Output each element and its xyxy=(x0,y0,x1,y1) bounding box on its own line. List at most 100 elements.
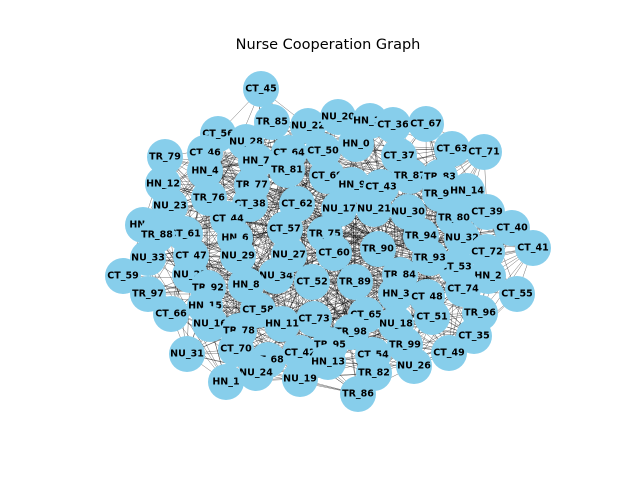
node-label: CT_47 xyxy=(175,251,206,262)
graph-node: CT_51 xyxy=(414,299,450,335)
node-circle xyxy=(375,107,411,143)
node-label: CT_45 xyxy=(245,84,276,95)
node-label: CT_73 xyxy=(298,314,329,325)
node-circle xyxy=(296,301,332,337)
node-label: TR_84 xyxy=(384,270,416,281)
node-label: HN_9 xyxy=(338,180,365,191)
graph-node: CT_66 xyxy=(153,296,189,332)
graph-node: CT_71 xyxy=(466,134,502,170)
graph-node: NU_21 xyxy=(356,191,392,227)
node-label: TR_77 xyxy=(236,180,268,191)
node-label: CT_50 xyxy=(307,146,339,157)
node-label: CT_65 xyxy=(350,310,381,321)
node-circle xyxy=(378,276,414,312)
node-label: CT_52 xyxy=(296,277,327,288)
node-label: NU_31 xyxy=(170,349,204,360)
node-label: CT_42 xyxy=(284,348,315,359)
graph-node: NU_20 xyxy=(320,99,356,135)
node-circle xyxy=(316,235,352,271)
graph-edge xyxy=(190,233,326,257)
graph-node: HN_0 xyxy=(338,126,374,162)
graph-node: CT_49 xyxy=(431,335,467,371)
graph-node: TR_81 xyxy=(269,152,305,188)
graph-node: TR_86 xyxy=(340,376,376,412)
node-label: NU_26 xyxy=(397,361,431,372)
node-label: CT_48 xyxy=(411,292,443,303)
node-label: NU_17 xyxy=(322,204,356,215)
graph-node: CT_45 xyxy=(243,71,279,107)
node-circle xyxy=(515,230,551,266)
node-label: TR_97 xyxy=(132,289,164,300)
node-label: CT_51 xyxy=(416,312,447,323)
node-label: TR_82 xyxy=(358,368,390,379)
node-label: HN_10 xyxy=(353,116,387,127)
node-label: CT_53 xyxy=(440,262,471,273)
node-label: TR_86 xyxy=(342,389,374,400)
graph-node: CT_63 xyxy=(434,131,470,167)
node-label: CT_56 xyxy=(202,129,234,140)
node-label: CT_40 xyxy=(496,223,528,234)
node-label: NU_21 xyxy=(357,204,391,215)
node-label: CT_39 xyxy=(471,207,502,218)
graph-node: HN_4 xyxy=(187,153,223,189)
node-label: CT_72 xyxy=(471,247,502,258)
node-label: TR_96 xyxy=(464,308,496,319)
node-label: CT_55 xyxy=(501,289,532,300)
graph-node: TR_87 xyxy=(392,158,428,194)
node-label: CT_69 xyxy=(311,171,342,182)
node-label: CT_59 xyxy=(107,271,138,282)
node-label: TR_99 xyxy=(389,340,421,351)
node-label: CT_70 xyxy=(220,344,252,355)
node-label: CT_67 xyxy=(410,119,441,130)
graph-node: NU_23 xyxy=(152,188,188,224)
node-circle xyxy=(238,355,274,391)
node-label: HN_3 xyxy=(382,289,409,300)
node-label: NU_22 xyxy=(291,121,325,132)
node-label: CT_62 xyxy=(281,199,312,210)
node-circle xyxy=(294,264,330,300)
node-label: CT_74 xyxy=(447,284,479,295)
node-circle xyxy=(499,276,535,312)
node-label: CT_57 xyxy=(269,224,300,235)
node-circle xyxy=(414,299,450,335)
node-label: HN_2 xyxy=(474,271,501,282)
node-label: TR_88 xyxy=(141,230,173,241)
node-label: CT_54 xyxy=(357,350,389,361)
node-label: NU_19 xyxy=(283,374,317,385)
node-circle xyxy=(434,131,470,167)
node-label: NU_28 xyxy=(229,137,263,148)
node-label: CT_61 xyxy=(169,229,200,240)
node-label: NU_24 xyxy=(239,368,273,379)
node-label: HN_7 xyxy=(242,156,269,167)
node-label: CT_58 xyxy=(242,305,274,316)
node-label: CT_66 xyxy=(155,309,187,320)
graph-node: HN_3 xyxy=(378,276,414,312)
node-label: TR_90 xyxy=(362,244,394,255)
node-circle xyxy=(147,139,183,175)
node-label: CT_60 xyxy=(318,248,350,259)
graph-node: HN_1 xyxy=(208,364,244,400)
node-label: TR_92 xyxy=(192,283,224,294)
node-circle xyxy=(431,335,467,371)
node-label: TR_87 xyxy=(394,171,426,182)
node-label: TR_89 xyxy=(339,277,371,288)
node-label: CT_71 xyxy=(468,147,499,158)
node-circle xyxy=(412,240,448,276)
node-label: NU_27 xyxy=(272,250,306,261)
graph-node: HN_11 xyxy=(264,306,300,342)
node-label: TR_81 xyxy=(271,165,303,176)
node-label: TR_80 xyxy=(438,213,470,224)
node-circle xyxy=(153,296,189,332)
node-label: NU_30 xyxy=(391,207,425,218)
graph-node: CT_59 xyxy=(105,258,141,294)
node-label: NU_18 xyxy=(379,319,413,330)
graph-node: CT_55 xyxy=(499,276,535,312)
graph-node: TR_93 xyxy=(412,240,448,276)
node-circle xyxy=(466,134,502,170)
node-label: CT_43 xyxy=(365,182,396,193)
node-circle xyxy=(152,188,188,224)
node-label: CT_41 xyxy=(517,243,548,254)
node-circle xyxy=(320,99,356,135)
graph-node: CT_60 xyxy=(316,235,352,271)
graph-node: NU_26 xyxy=(396,348,432,384)
